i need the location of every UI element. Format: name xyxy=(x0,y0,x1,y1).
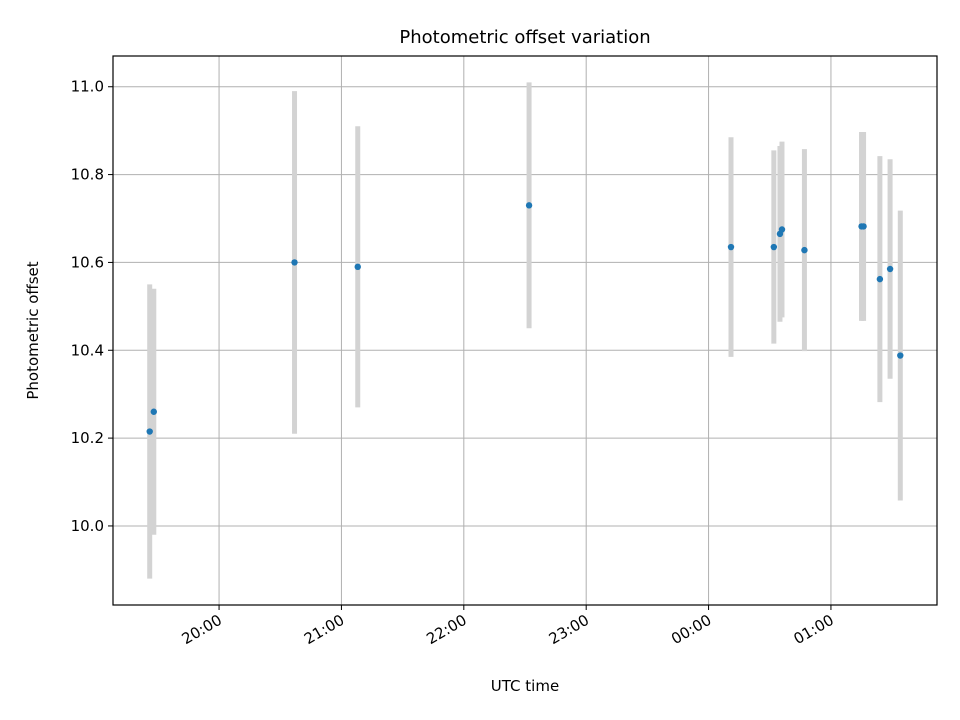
y-tick-label: 10.4 xyxy=(71,341,104,359)
grid xyxy=(113,56,937,605)
data-point xyxy=(150,408,157,415)
x-axis-ticks: 20:00 21:00 22:00 23:00 00:00 01:00 xyxy=(179,605,837,648)
data-point xyxy=(291,259,298,266)
x-tick-label: 00:00 xyxy=(668,611,714,648)
y-axis-ticks: 10.0 10.2 10.4 10.6 10.8 11.0 xyxy=(71,78,113,535)
y-tick-label: 11.0 xyxy=(71,78,104,96)
y-tick-label: 10.6 xyxy=(71,253,104,271)
x-tick-label: 20:00 xyxy=(179,611,225,648)
data-point xyxy=(897,352,904,359)
data-point xyxy=(770,243,778,251)
data-point xyxy=(876,275,884,283)
data-point xyxy=(727,243,735,251)
data-points xyxy=(146,202,904,435)
data-point xyxy=(146,428,153,435)
x-tick-label: 01:00 xyxy=(790,611,836,648)
x-tick-label: 21:00 xyxy=(301,611,347,648)
data-point xyxy=(778,226,786,233)
data-point xyxy=(886,265,894,273)
data-point xyxy=(354,263,361,271)
y-tick-label: 10.8 xyxy=(71,166,104,184)
y-tick-label: 10.2 xyxy=(71,429,104,447)
data-point xyxy=(801,246,808,254)
x-axis-label: UTC time xyxy=(491,677,559,695)
data-point xyxy=(860,223,867,230)
data-point xyxy=(525,202,533,209)
y-axis-label: Photometric offset xyxy=(24,261,42,399)
plot-frame xyxy=(112,55,938,606)
x-tick-label: 23:00 xyxy=(546,611,592,648)
chart-title: Photometric offset variation xyxy=(399,27,650,48)
y-tick-label: 10.0 xyxy=(71,517,104,535)
error-bars xyxy=(147,82,903,579)
x-tick-label: 22:00 xyxy=(423,611,469,648)
